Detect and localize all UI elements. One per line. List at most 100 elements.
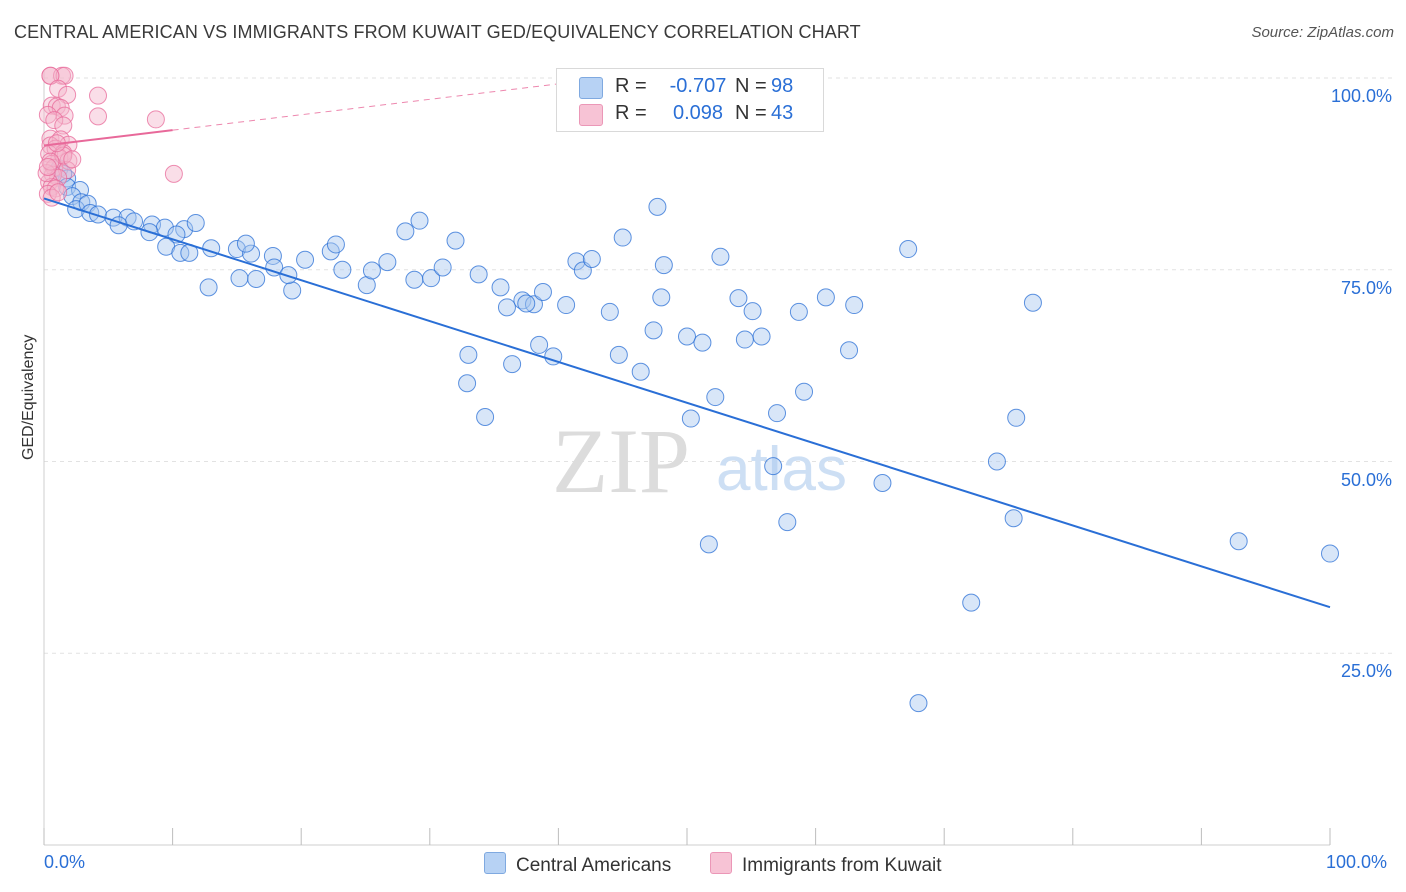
point-central-americans [230,269,249,288]
point-central-americans [613,228,632,247]
point-immigrants-from-kuwait [41,152,60,171]
point-immigrants-from-kuwait [63,150,82,169]
point-immigrants-from-kuwait [49,183,68,202]
point-immigrants-from-kuwait [49,79,68,98]
point-central-americans [476,408,495,427]
point-central-americans [362,261,381,280]
point-central-americans [236,234,255,253]
trend-extension-immigrants-from-kuwait [172,77,608,131]
point-immigrants-from-kuwait [54,116,73,135]
point-central-americans [405,270,424,289]
point-central-americans [491,278,510,297]
blue-swatch [579,77,603,99]
point-central-americans [840,341,859,360]
point-immigrants-from-kuwait [164,164,183,183]
point-central-americans [909,694,928,713]
r-label: R = [615,102,647,124]
point-central-americans [764,457,783,476]
point-central-americans [743,302,762,321]
point-central-americans [396,222,415,241]
series-central-americans [50,159,1339,713]
point-central-americans [1229,532,1248,551]
point-central-americans [962,593,981,612]
point-central-americans [469,265,488,284]
point-immigrants-from-kuwait [38,157,57,176]
point-central-americans [1007,408,1026,427]
point-central-americans [693,333,712,352]
point-central-americans [987,452,1006,471]
point-central-americans [816,288,835,307]
r-label: R = [615,75,647,97]
point-central-americans [171,243,190,262]
point-central-americans [459,345,478,364]
point-central-americans [706,388,725,407]
pink-swatch [579,104,603,126]
x-tick-label-min: 0.0% [44,852,86,872]
point-central-americans [186,213,205,232]
point-central-americans [752,327,771,346]
point-central-americans [446,231,465,250]
point-central-americans [845,296,864,315]
point-immigrants-from-kuwait [89,107,108,126]
n-value: 43 [771,102,794,124]
point-central-americans [378,253,397,272]
point-central-americans [768,404,787,423]
point-central-americans [789,302,808,321]
point-central-americans [735,330,754,349]
point-central-americans [609,345,628,364]
source-label: Source: ZipAtlas.com [1251,24,1394,41]
point-central-americans [600,302,619,321]
point-central-americans [778,513,797,532]
point-central-americans [711,247,730,266]
point-central-americans [242,244,261,263]
point-central-americans [333,260,352,279]
legend-label: Central Americans [516,855,672,876]
point-central-americans [265,258,284,277]
trend-line-central-americans [43,197,1331,609]
point-immigrants-from-kuwait [58,85,77,104]
point-central-americans [283,281,302,300]
point-central-americans [644,321,663,340]
point-central-americans [678,327,696,346]
point-central-americans [899,240,918,259]
point-central-americans [263,246,282,265]
n-label: N = [735,102,767,124]
gridlines [44,77,1392,654]
point-central-americans [357,276,376,295]
r-value: -0.707 [669,75,727,97]
r-value: 0.098 [672,102,724,124]
point-central-americans [795,382,814,401]
watermark-zip: ZIP [552,410,690,512]
legend-item-immigrants-from-kuwait[interactable]: Immigrants from Kuwait [710,852,942,876]
y-tick-label: 75.0% [1340,277,1392,298]
point-immigrants-from-kuwait [146,110,165,129]
y-tick-label: 25.0% [1340,661,1392,682]
point-central-americans [699,535,718,554]
point-central-americans [873,473,892,492]
point-central-americans [729,289,748,308]
point-central-americans [1321,544,1339,563]
trend-lines [43,77,1331,609]
point-central-americans [422,269,441,288]
point-central-americans [1023,293,1042,312]
point-immigrants-from-kuwait [58,161,77,180]
point-central-americans [582,250,601,269]
chart-title: CENTRAL AMERICAN VS IMMIGRANTS FROM KUWA… [14,22,861,42]
point-immigrants-from-kuwait [41,129,60,148]
point-central-americans [533,282,552,301]
y-axis-label: GED/Equivalency [20,334,37,460]
y-tick-label: 100.0% [1330,86,1392,106]
point-central-americans [296,250,315,269]
legend-item-central-americans[interactable]: Central Americans [484,852,671,876]
point-central-americans [631,362,650,381]
point-central-americans [247,269,266,288]
n-label: N = [735,75,767,97]
point-immigrants-from-kuwait [37,164,56,183]
point-central-americans [654,256,673,275]
legend-label: Immigrants from Kuwait [742,855,942,876]
point-central-americans [503,355,522,374]
point-central-americans [524,295,543,314]
n-value: 98 [771,75,794,97]
point-central-americans [458,374,477,393]
